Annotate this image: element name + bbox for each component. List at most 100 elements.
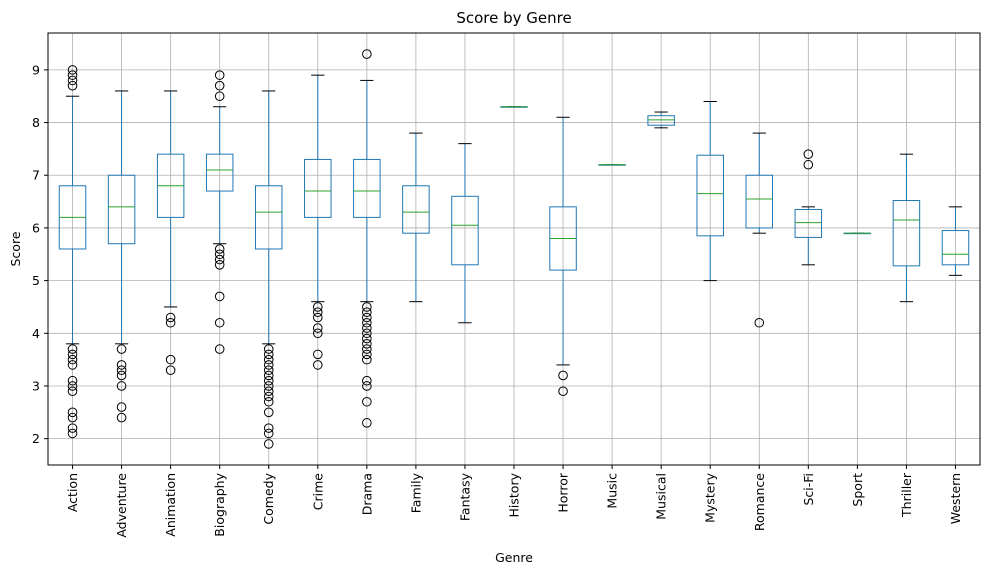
box-horror	[549, 116, 577, 397]
box-family	[402, 132, 430, 303]
x-tick-label: Action	[65, 473, 80, 512]
x-tick-label: Horror	[556, 472, 571, 512]
outlier-point	[116, 370, 127, 381]
y-tick-label: 2	[32, 431, 40, 446]
outlier-point	[263, 370, 274, 381]
iqr-box	[254, 185, 283, 250]
x-tick-label: Romance	[752, 473, 767, 531]
outlier-point	[263, 423, 274, 433]
iqr-box	[304, 158, 332, 218]
outlier-point	[263, 386, 274, 397]
x-tick-label: Sci-Fi	[801, 473, 816, 506]
outlier-point	[263, 428, 274, 439]
outlier-point	[67, 70, 78, 80]
box-music	[598, 164, 626, 166]
outlier-point	[67, 386, 78, 397]
iqr-box	[205, 153, 234, 192]
outlier-point	[312, 302, 323, 312]
outlier-point	[67, 65, 78, 75]
outlier-point	[214, 254, 225, 265]
outlier-point	[558, 370, 568, 381]
outlier-point	[754, 317, 765, 328]
iqr-box	[647, 115, 675, 126]
outlier-point	[803, 149, 814, 159]
outlier-point	[67, 75, 78, 86]
outlier-point	[362, 317, 372, 328]
outlier-point	[214, 91, 225, 102]
outlier-point	[116, 365, 127, 375]
outlier-point	[362, 312, 372, 323]
y-tick-label: 3	[32, 378, 40, 393]
outlier-point	[362, 418, 372, 428]
x-axis-ticks: Action Adventure Animation Biography Comedy C…	[65, 465, 963, 538]
outlier-point	[312, 349, 323, 360]
outlier-point	[362, 328, 372, 339]
outlier-point	[214, 260, 225, 270]
outlier-point	[67, 428, 78, 439]
box-series	[58, 49, 970, 449]
outlier-point	[165, 354, 176, 365]
outlier-point	[214, 70, 225, 80]
box-action	[58, 65, 87, 439]
chart-title: Score by Genre	[456, 9, 571, 27]
outlier-point	[263, 391, 274, 402]
outlier-point	[558, 386, 568, 397]
y-axis-ticks: 2 3 4 5 6 7 8 9	[32, 62, 48, 446]
box-adventure	[107, 90, 136, 423]
outlier-point	[362, 354, 372, 365]
outlier-point	[362, 323, 372, 333]
x-tick-label: History	[507, 472, 522, 517]
outlier-point	[67, 375, 78, 386]
outlier-point	[214, 80, 225, 91]
outlier-point	[116, 344, 127, 354]
outlier-point	[67, 354, 78, 365]
outlier-point	[263, 381, 274, 391]
outlier-point	[67, 344, 78, 354]
iqr-box	[745, 174, 774, 229]
outlier-point	[214, 317, 225, 328]
outlier-point	[116, 360, 127, 370]
box-western	[941, 206, 970, 276]
box-history	[500, 106, 528, 108]
box-musical	[647, 111, 675, 129]
y-tick-label: 8	[32, 115, 40, 130]
x-axis-label: Genre	[495, 550, 533, 565]
outlier-point	[165, 365, 176, 375]
grid-lines	[48, 33, 980, 465]
x-tick-label: Fantasy	[457, 472, 472, 521]
outlier-point	[312, 307, 323, 318]
outlier-point	[362, 381, 372, 391]
outlier-point	[165, 317, 176, 328]
box-comedy	[254, 90, 283, 449]
outlier-point	[362, 349, 372, 360]
x-tick-label: Thriller	[899, 472, 914, 518]
outlier-point	[67, 80, 78, 91]
outlier-point	[263, 354, 274, 365]
y-tick-label: 5	[32, 273, 40, 288]
outlier-point	[362, 339, 372, 349]
outlier-point	[263, 439, 274, 449]
outlier-point	[312, 360, 323, 370]
x-tick-label: Crime	[310, 473, 325, 511]
outlier-point	[116, 402, 127, 412]
box-crime	[304, 74, 332, 370]
outlier-point	[165, 312, 176, 323]
outlier-point	[67, 412, 78, 423]
box-biography	[205, 70, 234, 354]
x-tick-label: Family	[408, 472, 423, 513]
outlier-point	[803, 159, 814, 170]
iqr-box	[892, 200, 921, 267]
iqr-box	[353, 158, 381, 218]
iqr-box	[941, 230, 970, 266]
x-tick-label: Western	[948, 473, 963, 524]
outlier-point	[362, 396, 372, 407]
box-animation	[156, 90, 185, 375]
outlier-point	[263, 344, 274, 354]
outlier-point	[263, 360, 274, 370]
outlier-point	[67, 423, 78, 433]
outlier-point	[362, 49, 372, 59]
box-sport	[843, 232, 872, 235]
box-drama	[353, 49, 381, 428]
outlier-point	[67, 360, 78, 370]
